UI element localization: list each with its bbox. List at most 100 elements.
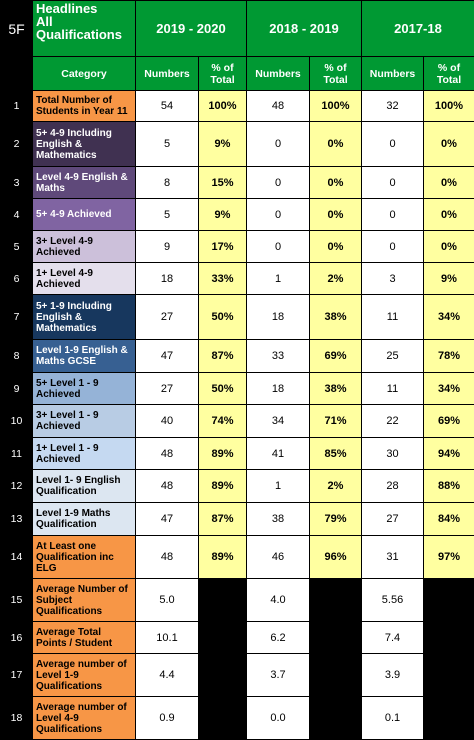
row-number: 16	[1, 622, 33, 654]
percent-cell: 50%	[199, 373, 247, 405]
percent-cell: 94%	[424, 438, 474, 470]
empty-cell	[310, 697, 362, 740]
numbers-header: Numbers	[362, 57, 424, 91]
percent-cell: 87%	[199, 503, 247, 536]
category-header: Category	[33, 57, 136, 91]
numbers-cell: 3.7	[247, 654, 310, 697]
row-number: 4	[1, 199, 33, 231]
empty-cell	[310, 654, 362, 697]
numbers-cell: 18	[247, 373, 310, 405]
percent-cell: 69%	[310, 340, 362, 373]
percent-cell: 0%	[424, 199, 474, 231]
numbers-cell: 0	[362, 122, 424, 167]
row-number: 15	[1, 579, 33, 622]
percent-cell: 38%	[310, 373, 362, 405]
section-code: 5F	[1, 1, 33, 57]
percent-cell: 34%	[424, 295, 474, 340]
row-number: 9	[1, 373, 33, 405]
percent-cell: 88%	[424, 470, 474, 503]
numbers-cell: 38	[247, 503, 310, 536]
subheader-blank	[1, 57, 33, 91]
category-label: Level 4-9 English &Maths	[33, 167, 136, 199]
numbers-cell: 0	[247, 199, 310, 231]
percent-cell: 89%	[199, 470, 247, 503]
numbers-cell: 0	[362, 167, 424, 199]
numbers-cell: 10.1	[136, 622, 199, 654]
percent-cell: 15%	[199, 167, 247, 199]
numbers-cell: 3	[362, 263, 424, 295]
numbers-cell: 0	[362, 231, 424, 263]
numbers-cell: 8	[136, 167, 199, 199]
numbers-cell: 5.56	[362, 579, 424, 622]
table-title: Headlines All Qualifications	[33, 1, 136, 57]
numbers-cell: 25	[362, 340, 424, 373]
numbers-cell: 32	[362, 91, 424, 122]
numbers-cell: 5	[136, 199, 199, 231]
numbers-cell: 33	[247, 340, 310, 373]
percent-cell: 71%	[310, 405, 362, 438]
numbers-cell: 0.1	[362, 697, 424, 740]
percent-cell: 2%	[310, 470, 362, 503]
numbers-cell: 5.0	[136, 579, 199, 622]
numbers-cell: 48	[136, 536, 199, 579]
percent-cell: 89%	[199, 438, 247, 470]
percent-cell: 100%	[424, 91, 474, 122]
numbers-cell: 4.4	[136, 654, 199, 697]
row-number: 7	[1, 295, 33, 340]
percent-cell: 84%	[424, 503, 474, 536]
empty-cell	[199, 654, 247, 697]
percent-cell: 9%	[199, 122, 247, 167]
numbers-cell: 47	[136, 503, 199, 536]
percent-cell: 78%	[424, 340, 474, 373]
numbers-cell: 40	[136, 405, 199, 438]
percent-cell: 96%	[310, 536, 362, 579]
numbers-cell: 6.2	[247, 622, 310, 654]
empty-cell	[424, 622, 474, 654]
percent-cell: 34%	[424, 373, 474, 405]
percent-cell: 0%	[424, 122, 474, 167]
numbers-cell: 54	[136, 91, 199, 122]
percent-cell: 100%	[199, 91, 247, 122]
numbers-cell: 0	[247, 122, 310, 167]
row-number: 12	[1, 470, 33, 503]
percent-cell: 0%	[310, 122, 362, 167]
numbers-cell: 0.0	[247, 697, 310, 740]
percent-cell: 97%	[424, 536, 474, 579]
percent-cell: 0%	[310, 199, 362, 231]
empty-cell	[310, 622, 362, 654]
row-number: 10	[1, 405, 33, 438]
percent-cell: 17%	[199, 231, 247, 263]
row-number: 3	[1, 167, 33, 199]
numbers-cell: 48	[247, 91, 310, 122]
empty-cell	[199, 622, 247, 654]
empty-cell	[424, 697, 474, 740]
numbers-header: Numbers	[247, 57, 310, 91]
percent-cell: 87%	[199, 340, 247, 373]
empty-cell	[199, 579, 247, 622]
numbers-cell: 0	[362, 199, 424, 231]
empty-cell	[199, 697, 247, 740]
numbers-cell: 3.9	[362, 654, 424, 697]
empty-cell	[424, 579, 474, 622]
